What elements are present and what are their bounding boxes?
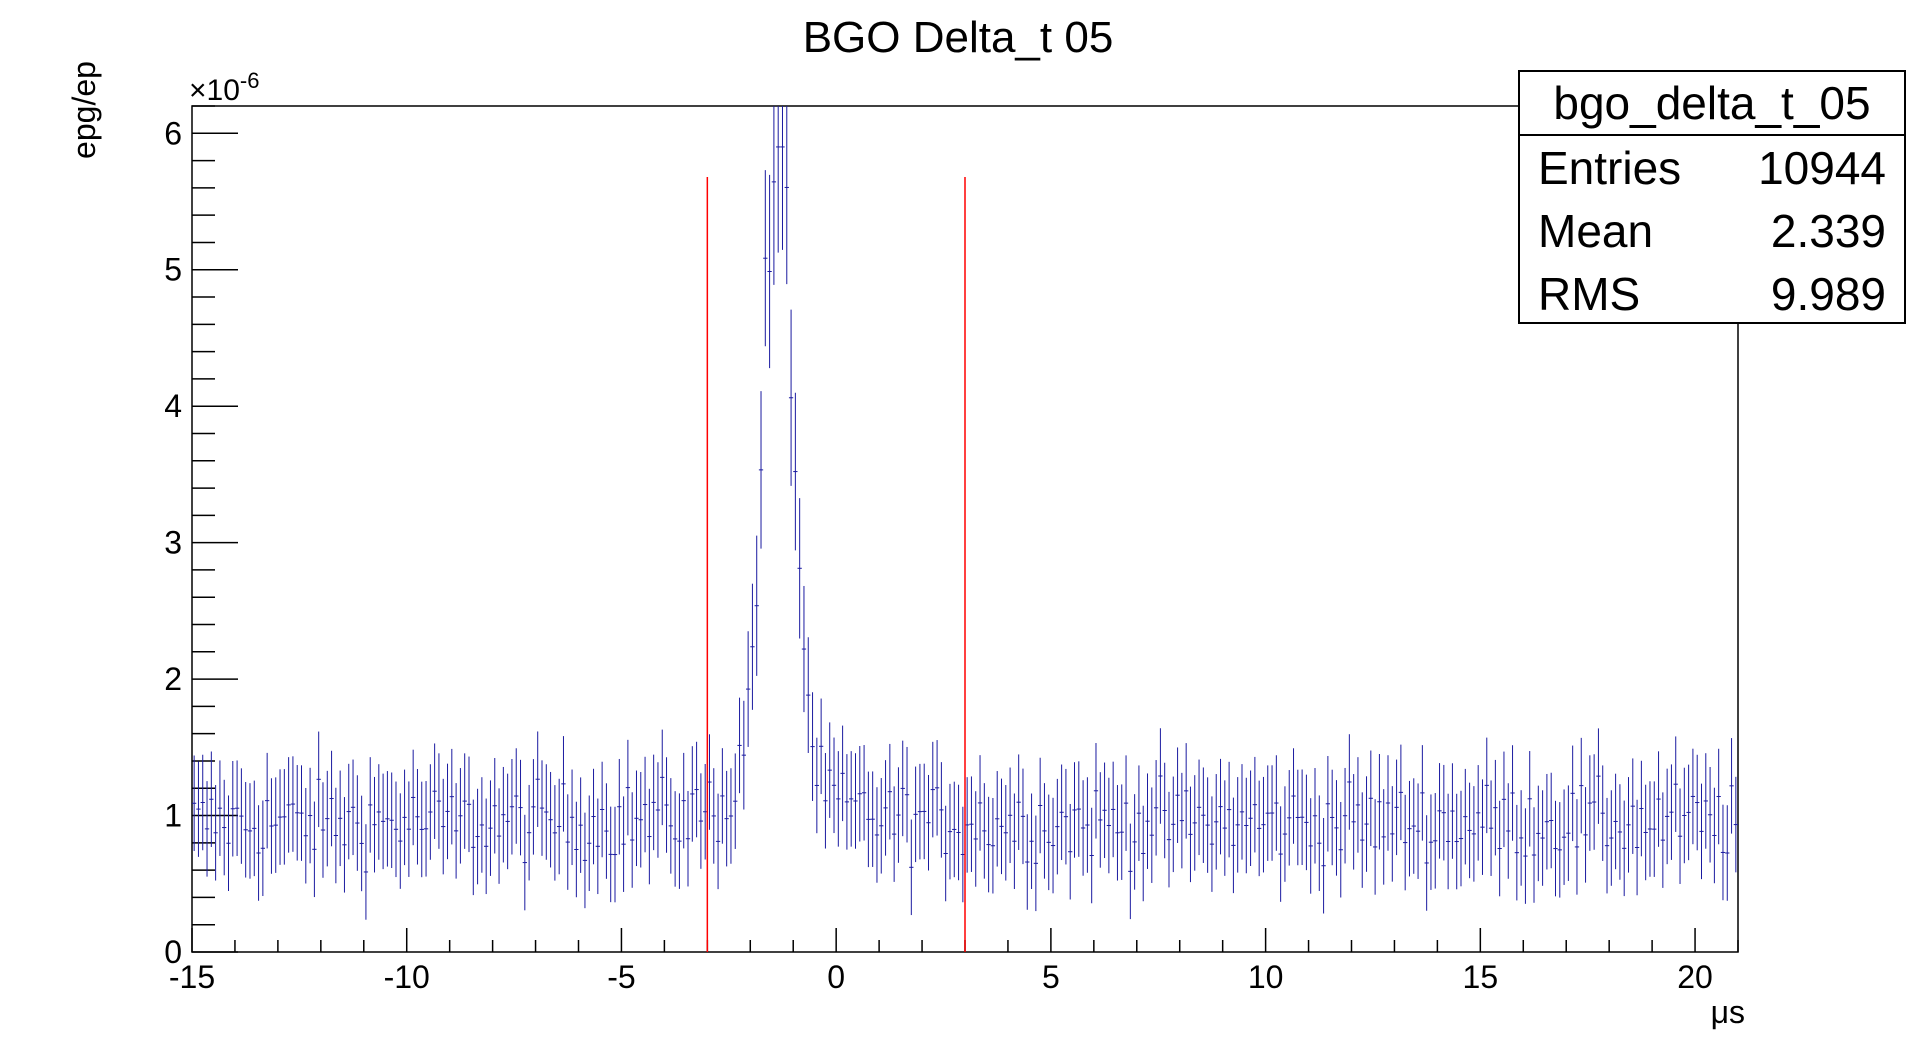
x-tick-label: 20 bbox=[1677, 959, 1713, 995]
stats-value: 10944 bbox=[1758, 141, 1886, 194]
stats-value: 9.989 bbox=[1770, 267, 1886, 320]
y-tick-label: 4 bbox=[164, 388, 182, 424]
cut-lines bbox=[706, 176, 966, 952]
x-axis-label: μs bbox=[1711, 994, 1745, 1030]
y-tick-label: 1 bbox=[164, 798, 182, 834]
axes: -15 -10 -5 0 5 10 15 20 0 1 2 3 4 5 6 bbox=[164, 105, 1739, 995]
y-axis-multiplier: ×10-6 bbox=[189, 68, 259, 107]
x-tick-label: -15 bbox=[169, 959, 215, 995]
stats-label: Mean bbox=[1538, 204, 1654, 257]
stats-label: RMS bbox=[1538, 267, 1641, 320]
x-tick-label: 0 bbox=[827, 959, 845, 995]
y-tick-label: 2 bbox=[164, 661, 182, 697]
stats-row-mean: Mean 2.339 bbox=[1520, 199, 1904, 262]
x-tick-label: -10 bbox=[384, 959, 430, 995]
y-tick-label: 3 bbox=[164, 525, 182, 561]
data-bins bbox=[192, 106, 1738, 920]
x-tick-label: -5 bbox=[607, 959, 635, 995]
x-tick-label: 5 bbox=[1042, 959, 1060, 995]
y-tick-label: 6 bbox=[164, 115, 182, 151]
stats-box: bgo_delta_t_05 Entries 10944 Mean 2.339 … bbox=[1518, 70, 1906, 324]
stats-box-title: bgo_delta_t_05 bbox=[1520, 72, 1904, 136]
chart-title: BGO Delta_t 05 bbox=[803, 13, 1114, 62]
y-tick-label: 5 bbox=[164, 252, 182, 288]
stats-value: 2.339 bbox=[1770, 204, 1886, 257]
x-tick-label: 15 bbox=[1463, 959, 1499, 995]
stats-row-entries: Entries 10944 bbox=[1520, 136, 1904, 199]
stats-label: Entries bbox=[1538, 141, 1682, 194]
stats-row-rms: RMS 9.989 bbox=[1520, 262, 1904, 325]
y-tick-label: 0 bbox=[164, 934, 182, 970]
x-tick-label: 10 bbox=[1248, 959, 1284, 995]
y-axis-label: epg/ep bbox=[66, 61, 102, 159]
